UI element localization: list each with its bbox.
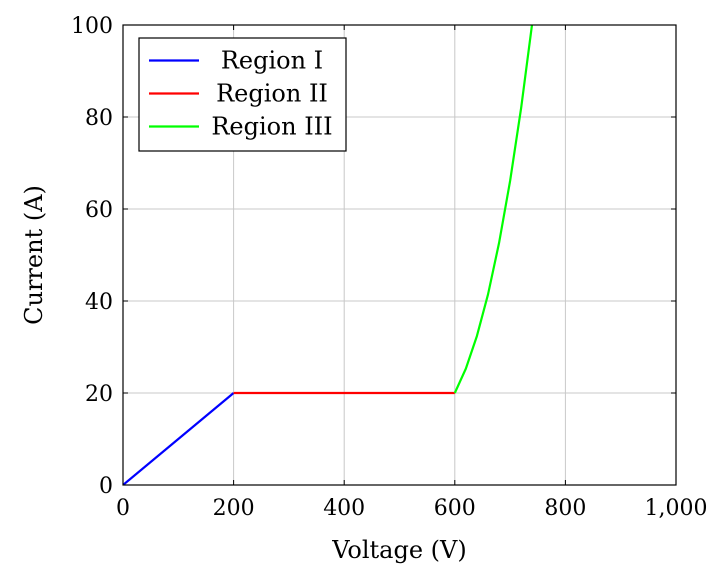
legend-label: Region III <box>211 113 332 141</box>
legend: Region I Region II Region III <box>138 37 347 152</box>
series-line-region-iii <box>453 25 534 394</box>
y-tick-label: 80 <box>85 106 113 131</box>
y-tick-label: 0 <box>99 474 113 499</box>
axis-ticks: 0 200 400 600 800 1,000 0 20 40 60 80 100 <box>71 14 707 521</box>
legend-label: Region II <box>216 80 328 108</box>
series-lines <box>123 25 534 485</box>
y-tick-label: 40 <box>85 290 113 315</box>
x-tick-label: 200 <box>213 496 255 521</box>
x-axis-label: Voltage (V) <box>331 536 466 564</box>
x-tick-label: 600 <box>434 496 476 521</box>
y-axis-label: Current (A) <box>20 185 48 325</box>
x-tick-label: 800 <box>544 496 586 521</box>
x-tick-label: 1,000 <box>645 496 708 521</box>
y-tick-label: 100 <box>71 14 113 39</box>
legend-label: Region I <box>221 47 323 75</box>
series-line-region-i <box>123 392 235 485</box>
x-tick-label: 0 <box>116 496 130 521</box>
y-tick-label: 60 <box>85 198 113 223</box>
plot-frame <box>122 24 677 486</box>
x-tick-label: 400 <box>323 496 365 521</box>
y-tick-label: 20 <box>85 382 113 407</box>
